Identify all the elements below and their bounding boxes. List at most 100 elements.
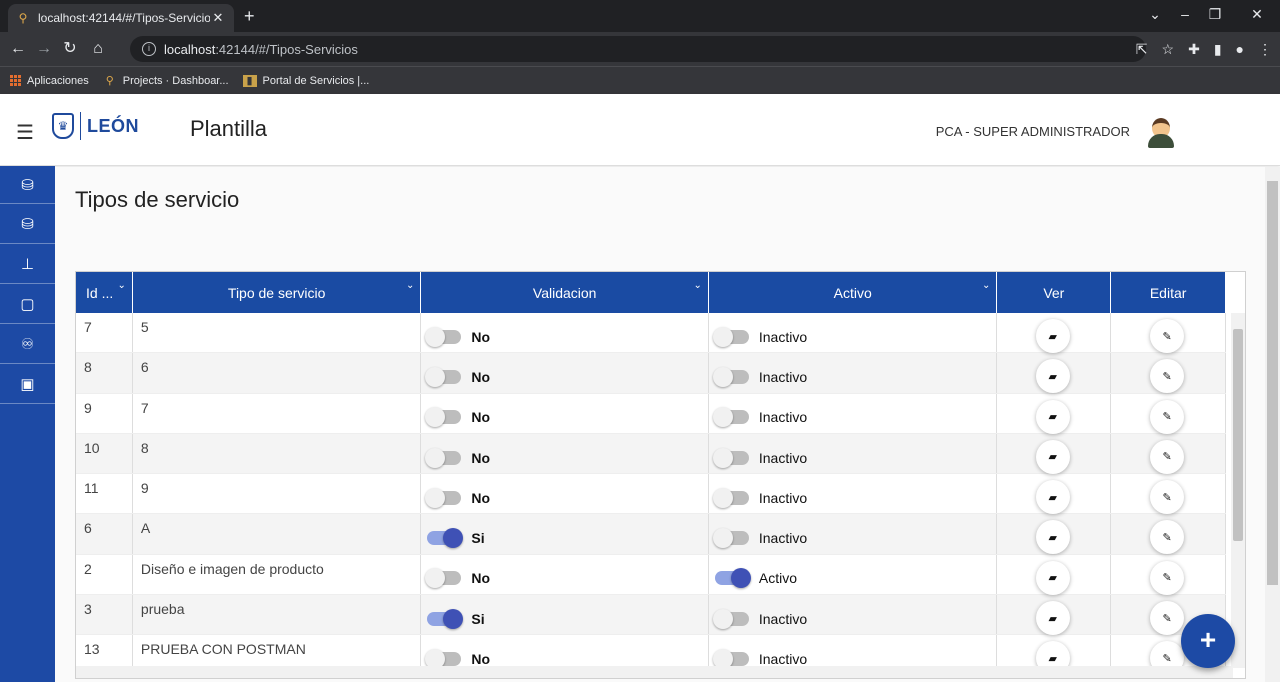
view-book-icon[interactable]: ▰ <box>1035 520 1070 555</box>
forward-icon[interactable]: → <box>36 40 52 57</box>
cell-activo: Inactivo <box>709 353 998 393</box>
cell-activo: Inactivo <box>709 635 998 675</box>
app-name: Plantilla <box>190 116 268 141</box>
toggle-label: No <box>471 328 491 345</box>
page-scrollbar[interactable] <box>1265 167 1280 682</box>
cell-validacion: No <box>421 635 709 675</box>
site-info-icon[interactable]: i <box>142 42 156 56</box>
toggle-switch[interactable] <box>712 366 749 387</box>
edit-pencil-icon[interactable]: ✎ <box>1150 399 1185 434</box>
toggle-switch[interactable] <box>425 447 462 468</box>
browser-toolbar: ← → ↻ ⌂ i localhost :42144/#/Tipos-Servi… <box>0 32 1280 66</box>
table-row: 11 9 No Inactivo ▰ ✎ <box>76 474 1226 515</box>
logo[interactable]: ♛ LEÓN <box>52 112 139 140</box>
sidebar-item-services[interactable]: ♾ <box>0 324 55 364</box>
toggle-switch[interactable] <box>425 649 462 670</box>
toggle-switch[interactable] <box>712 649 749 670</box>
extensions-icon[interactable]: ✚ <box>1188 41 1200 57</box>
minimize-button[interactable]: – <box>1181 6 1189 22</box>
address-bar[interactable]: i localhost :42144/#/Tipos-Servicios <box>130 36 1146 62</box>
column-header-tipo[interactable]: Tipo de servicio ⌄ <box>133 272 422 313</box>
toggle-label: Si <box>471 610 485 627</box>
tab-close-icon[interactable]: ✕ <box>212 10 224 25</box>
cell-tipo: Diseño e imagen de producto <box>133 554 422 595</box>
side-panel-icon[interactable]: ▮ <box>1213 41 1222 57</box>
sidebar-item-images[interactable]: ▣ <box>0 364 55 404</box>
table-row: 3 prueba Si Inactivo ▰ ✎ <box>76 595 1226 636</box>
view-book-icon[interactable]: ▰ <box>1035 439 1070 474</box>
home-icon[interactable]: ⌂ <box>93 40 103 57</box>
toggle-switch[interactable] <box>712 487 749 508</box>
back-icon[interactable]: ← <box>10 40 26 57</box>
cell-id: 13 <box>76 635 133 675</box>
browser-tab[interactable]: ⚲ localhost:42144/#/Tipos-Servicio ✕ <box>8 4 234 32</box>
bookmark-projects[interactable]: ⚲ Projects · Dashboar... <box>103 75 229 87</box>
menu-icon[interactable]: ⋮ <box>1258 41 1272 57</box>
user-role: PCA - SUPER ADMINISTRADOR <box>935 124 1130 139</box>
bookmarks-bar: Aplicaciones ⚲ Projects · Dashboar... ▮ … <box>0 66 1280 94</box>
image-icon: ▣ <box>20 375 35 393</box>
toggle-switch[interactable] <box>425 366 462 387</box>
profile-icon[interactable]: ● <box>1235 41 1244 57</box>
chevron-down-icon[interactable]: ⌄ <box>693 280 702 291</box>
toggle-switch[interactable] <box>425 326 462 347</box>
view-book-icon[interactable]: ▰ <box>1035 399 1070 434</box>
toggle-switch[interactable] <box>712 447 749 468</box>
restore-button[interactable]: ❐ <box>1208 6 1222 22</box>
grid-vertical-scrollbar[interactable] <box>1231 313 1245 668</box>
toggle-switch[interactable] <box>425 407 462 428</box>
edit-pencil-icon[interactable]: ✎ <box>1150 520 1185 555</box>
avatar[interactable] <box>1146 116 1176 148</box>
toggle-switch[interactable] <box>712 528 749 549</box>
toggle-switch[interactable] <box>425 568 462 589</box>
cell-validacion: No <box>421 474 709 514</box>
cell-ver: ▰ <box>997 595 1112 636</box>
view-book-icon[interactable]: ▰ <box>1035 359 1070 394</box>
toggle-switch[interactable] <box>712 407 749 428</box>
sidebar-item-database-2[interactable]: ⛁ <box>0 204 55 244</box>
view-book-icon[interactable]: ▰ <box>1035 601 1070 636</box>
sitemap-icon: ⊥ <box>20 255 35 273</box>
sidebar-item-documents[interactable]: ▢ <box>0 284 55 324</box>
hamburger-menu-icon[interactable]: ☰ <box>16 122 34 144</box>
add-button[interactable]: + <box>1181 614 1235 668</box>
toggle-label: Inactivo <box>758 651 808 668</box>
chevron-down-icon[interactable]: ⌄ <box>117 280 126 291</box>
toggle-switch[interactable] <box>712 326 749 347</box>
bookmark-star-icon[interactable]: ☆ <box>1161 41 1175 57</box>
grid-horizontal-scrollbar[interactable] <box>76 666 1233 678</box>
edit-pencil-icon[interactable]: ✎ <box>1150 359 1185 394</box>
column-header-editar: Editar <box>1111 272 1227 313</box>
edit-pencil-icon[interactable]: ✎ <box>1150 560 1185 595</box>
cell-validacion: No <box>421 393 709 433</box>
tab-search-icon[interactable]: ⌄ <box>1149 6 1161 22</box>
column-header-validacion[interactable]: Validacion ⌄ <box>421 272 709 313</box>
toggle-switch[interactable] <box>427 528 464 549</box>
toggle-switch[interactable] <box>427 608 464 629</box>
sidebar-item-org[interactable]: ⊥ <box>0 244 55 284</box>
chevron-down-icon[interactable]: ⌄ <box>406 280 415 291</box>
database-icon: ⛁ <box>21 176 34 194</box>
edit-pencil-icon[interactable]: ✎ <box>1150 439 1185 474</box>
toggle-switch[interactable] <box>425 487 462 508</box>
bookmark-portal[interactable]: ▮ Portal de Servicios |... <box>242 74 369 87</box>
edit-pencil-icon[interactable]: ✎ <box>1150 480 1185 515</box>
new-tab-button[interactable]: + <box>244 6 255 26</box>
sidebar-item-database[interactable]: ⛁ <box>0 166 55 204</box>
toggle-switch[interactable] <box>712 608 749 629</box>
edit-pencil-icon[interactable]: ✎ <box>1150 601 1185 636</box>
toggle-label: Activo <box>758 570 797 587</box>
edit-pencil-icon[interactable]: ✎ <box>1150 319 1185 353</box>
chevron-down-icon[interactable]: ⌄ <box>982 280 991 291</box>
view-book-icon[interactable]: ▰ <box>1035 319 1070 353</box>
bookmark-apps[interactable]: Aplicaciones <box>10 75 89 87</box>
view-book-icon[interactable]: ▰ <box>1035 480 1070 515</box>
toggle-switch[interactable] <box>714 568 751 589</box>
column-header-activo[interactable]: Activo ⌄ <box>709 272 998 313</box>
reload-icon[interactable]: ↻ <box>63 40 77 57</box>
view-book-icon[interactable]: ▰ <box>1035 560 1070 595</box>
close-window-button[interactable]: ✕ <box>1251 6 1263 22</box>
column-header-id[interactable]: Id ... ⌄ <box>76 272 133 313</box>
url-host: localhost <box>164 41 216 57</box>
share-icon[interactable]: ⇱ <box>1135 41 1148 57</box>
